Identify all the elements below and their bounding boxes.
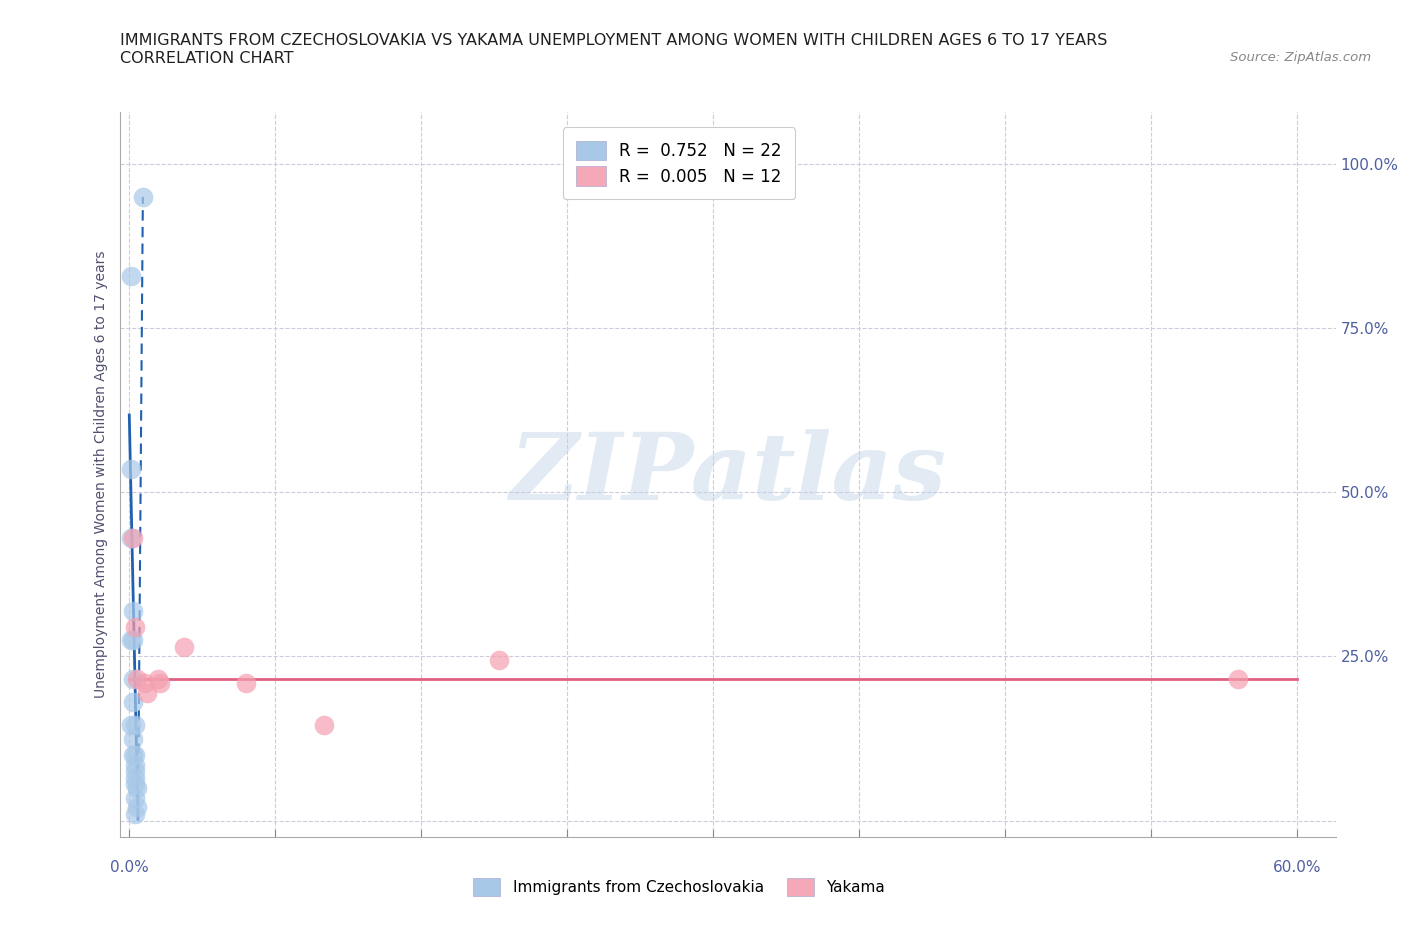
Point xyxy=(122,672,145,687)
Point xyxy=(124,777,146,792)
Point xyxy=(124,619,146,634)
Point xyxy=(122,603,145,618)
Point xyxy=(125,800,148,815)
Legend: Immigrants from Czechoslovakia, Yakama: Immigrants from Czechoslovakia, Yakama xyxy=(467,872,891,902)
Y-axis label: Unemployment Among Women with Children Ages 6 to 17 years: Unemployment Among Women with Children A… xyxy=(94,250,108,698)
Point xyxy=(124,790,146,805)
Text: ZIPatlas: ZIPatlas xyxy=(509,430,946,519)
Text: 0.0%: 0.0% xyxy=(110,860,149,875)
Point xyxy=(122,695,145,710)
Point xyxy=(122,531,145,546)
Point xyxy=(488,652,510,667)
Point xyxy=(122,731,145,746)
Point xyxy=(124,806,146,821)
Point xyxy=(122,632,145,647)
Point xyxy=(1227,672,1250,687)
Point xyxy=(149,675,172,690)
Point xyxy=(124,718,146,733)
Text: IMMIGRANTS FROM CZECHOSLOVAKIA VS YAKAMA UNEMPLOYMENT AMONG WOMEN WITH CHILDREN : IMMIGRANTS FROM CZECHOSLOVAKIA VS YAKAMA… xyxy=(120,33,1107,47)
Text: 60.0%: 60.0% xyxy=(1272,860,1322,875)
Point xyxy=(122,748,145,763)
Point xyxy=(312,718,335,733)
Text: Source: ZipAtlas.com: Source: ZipAtlas.com xyxy=(1230,51,1371,64)
Point xyxy=(235,675,257,690)
Point xyxy=(120,462,142,477)
Point xyxy=(120,632,142,647)
Point xyxy=(135,685,157,700)
Point xyxy=(124,757,146,772)
Point xyxy=(120,718,142,733)
Point xyxy=(125,672,148,687)
Text: CORRELATION CHART: CORRELATION CHART xyxy=(120,51,292,66)
Point xyxy=(173,639,195,654)
Point xyxy=(120,531,142,546)
Point xyxy=(134,675,156,690)
Point xyxy=(125,780,148,795)
Point xyxy=(132,190,155,205)
Point xyxy=(120,268,142,283)
Point xyxy=(148,672,170,687)
Point xyxy=(124,770,146,785)
Point xyxy=(124,748,146,763)
Point xyxy=(124,764,146,778)
